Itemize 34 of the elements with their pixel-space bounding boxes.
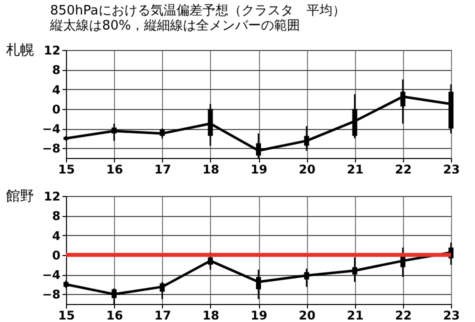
x-tick-label: 16 [106,162,123,176]
y-tick-label: 4 [52,82,60,97]
y-tick-label: 12 [44,190,60,204]
y-tick-label: 8 [52,209,60,224]
x-tick-label: 15 [58,308,75,322]
x-tick-label: 19 [250,162,268,176]
y-tick-label: 0 [52,248,60,262]
x-tick-label: 22 [395,308,412,322]
x-tick-label: 17 [154,308,172,322]
x-tick-label: 21 [346,308,364,322]
y-axis-title: 館野 [6,188,34,204]
y-tick-label: −4 [42,122,60,136]
x-tick-label: 21 [346,162,364,176]
y-tick-label: 8 [52,63,60,78]
x-tick-label: 20 [298,162,316,176]
x-tick-label: 18 [202,162,220,176]
y-tick-label: −4 [42,268,60,282]
y-tick-label: 4 [52,228,60,243]
chart-title: 850hPaにおける気温偏差予想（クラスタ 平均） [50,4,346,18]
y-tick-label: −8 [42,288,60,302]
y-axis-title: 札幌 [6,42,34,58]
x-tick-label: 16 [106,308,123,322]
x-tick-label: 23 [443,308,460,322]
x-tick-label: 22 [395,162,412,176]
x-tick-label: 19 [250,308,268,322]
y-tick-label: 12 [44,44,60,58]
chart-subtitle: 縦太線は80%，縦細線は全メンバーの範囲 [49,18,300,34]
y-tick-label: −8 [42,142,60,156]
x-tick-label: 20 [298,308,316,322]
x-tick-label: 17 [154,162,172,176]
x-tick-label: 23 [443,162,460,176]
y-tick-label: 0 [52,102,60,116]
x-tick-label: 18 [202,308,220,322]
x-tick-label: 15 [58,162,75,176]
